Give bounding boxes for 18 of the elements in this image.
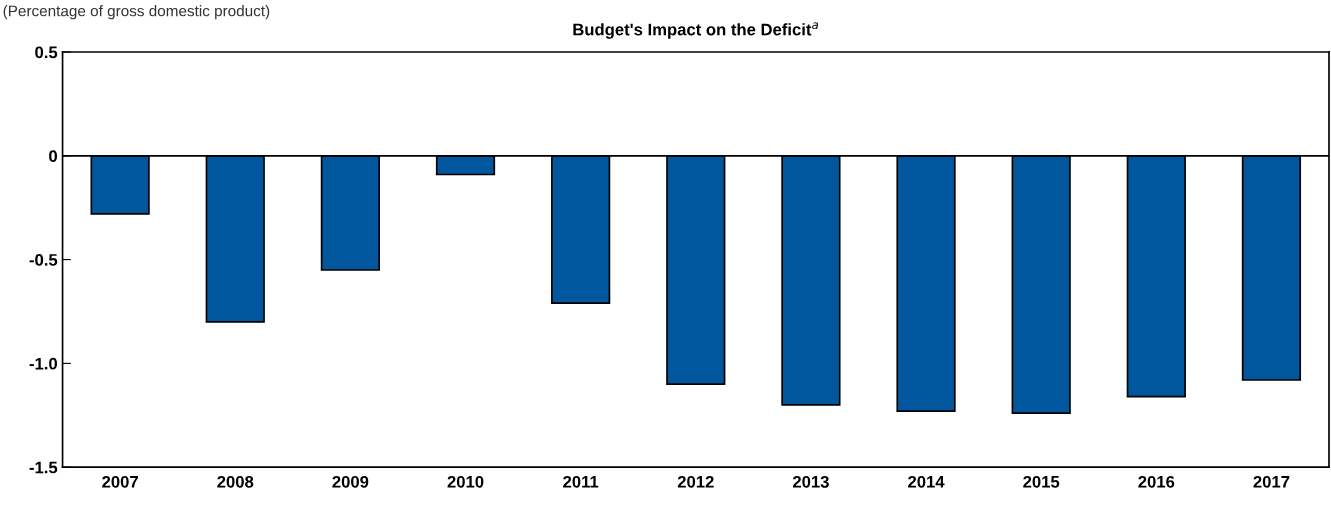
x-tick-label: 2008 xyxy=(217,475,254,488)
x-tick-label: 2013 xyxy=(792,475,829,488)
chart-subtitle: (Percentage of gross domestic product) xyxy=(3,5,270,20)
x-tick-label: 2017 xyxy=(1253,475,1290,488)
x-tick-label: 2015 xyxy=(1023,475,1060,488)
x-tick-label: 2016 xyxy=(1138,475,1175,488)
y-tick-label: 0.5 xyxy=(35,46,58,59)
x-tick-label: 2010 xyxy=(447,475,484,488)
x-tick-label: 2014 xyxy=(908,475,945,488)
x-tick-label: 2009 xyxy=(332,475,369,488)
chart-title: Budget's Impact on the Deficit$^{a}$ xyxy=(573,22,818,39)
x-tick-label: 2012 xyxy=(677,475,714,488)
y-tick-label: 0 xyxy=(49,150,58,163)
x-tick-label: 2007 xyxy=(102,475,138,488)
y-tick-label: -1.0 xyxy=(29,357,58,370)
y-tick-label: -1.5 xyxy=(29,461,58,474)
y-tick-label: -0.5 xyxy=(29,253,58,266)
x-tick-label: 2011 xyxy=(563,475,599,488)
